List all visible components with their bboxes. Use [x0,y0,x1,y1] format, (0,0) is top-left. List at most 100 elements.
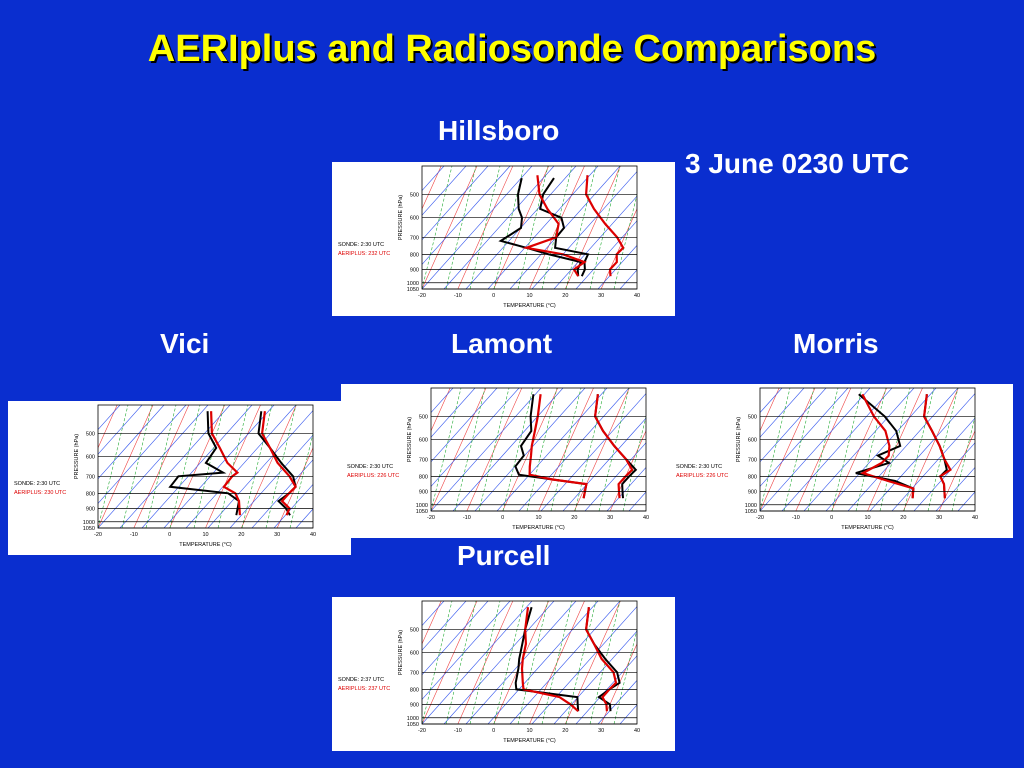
mixing-ratio-line [589,601,621,724]
mixing-ratio-line [431,388,462,511]
series-aeri-T [922,394,952,499]
mixing-ratio-line [638,601,668,724]
isotherm-line [529,601,585,724]
adiabat-line [518,388,630,511]
x-tick-label: 30 [598,293,604,299]
adiabat-line [597,679,637,724]
isotherm-line [332,166,370,289]
series-sonde-Td [168,411,241,516]
isotherm-line [670,388,708,511]
series-aeri-Td [528,394,588,499]
isotherm-line [341,388,343,511]
x-tick-label: 20 [562,293,568,299]
mixing-ratio-line [951,415,975,511]
adiabat-line [452,388,564,511]
skewt-panel-vici: 500 600 700 800 900 1000 1050 -20 -10 0 10 20 30 40 TE… [8,401,351,555]
adiabat-line [760,388,783,414]
plot-frame [421,600,638,725]
adiabat-line [422,166,423,167]
adiabat-line [935,466,975,511]
x-tick-label: 40 [643,515,649,521]
adiabat-line [422,166,445,192]
mixing-ratio-line [903,388,935,511]
mixing-ratio-line [976,388,1006,511]
mixing-ratio-line [517,601,549,724]
mixing-ratio-line [454,388,486,511]
adiabat-line [670,388,738,511]
x-tick-label: -20 [427,515,435,521]
isotherm-line [205,405,261,528]
y-tick-label: 500 [410,627,419,633]
legend-aeriplus: AERIPLUS: 226 UTC [676,473,728,479]
isotherm-line [795,388,852,511]
x-tick-label: -10 [130,532,138,538]
adiabat-line [251,459,313,528]
x-tick-label: 0 [492,293,495,299]
x-tick-label: 0 [168,532,171,538]
mixing-ratio-line [879,388,911,511]
mixing-ratio-line [807,388,839,511]
mixing-ratio-line [574,388,606,511]
slide-title: AERIplus and Radiosonde Comparisons [147,28,877,70]
adiabat-line [422,601,445,627]
adiabat-line [98,405,209,528]
mixing-ratio-line [855,388,887,511]
y-tick-label: 900 [748,489,757,495]
isotherm-line [422,166,442,210]
legend-aeriplus: AERIPLUS: 230 UTC [14,490,66,496]
x-axis-label: TEMPERATURE (°C) [841,525,894,531]
mixing-ratio-line [589,166,621,289]
isotherm-line [867,388,923,511]
adiabat-line [443,601,555,724]
adiabat-line [487,166,599,289]
mixing-ratio-line [502,388,534,511]
y-tick-label: 900 [86,506,95,512]
series-aeri-Td [520,607,579,713]
plot-frame [421,165,638,290]
mixing-ratio-line [493,601,525,724]
x-tick-label: 0 [830,515,833,521]
mixing-ratio-line [783,388,815,511]
mixing-ratio-line [831,388,863,511]
mixing-ratio-line [445,601,477,724]
plot-area [332,166,675,289]
isotherm-line [938,430,975,511]
adiabat-line [422,166,533,289]
mixing-ratio-line [613,628,637,724]
mixing-ratio-line [445,166,477,289]
mixing-ratio-line [478,388,510,511]
x-tick-label: 0 [501,515,504,521]
adiabat-line [185,405,297,528]
x-tick-label: 40 [634,728,640,734]
series-aeri-T [260,411,297,516]
isotherm-line [574,388,630,511]
x-tick-label: -10 [454,293,462,299]
adiabat-line [891,417,975,511]
y-tick-label: 700 [410,670,419,676]
adiabat-line [431,388,432,389]
x-tick-label: 20 [238,532,244,538]
y-tick-label: 700 [419,457,428,463]
adiabat-line [207,410,313,528]
series-aeri-T [584,607,618,712]
isotherm-line [673,166,675,289]
isotherm-line [760,388,816,511]
station-label-purcell: Purcell [457,540,551,571]
series-sonde-Td [514,606,580,712]
adiabat-line [957,491,975,511]
isotherm-line [636,723,637,724]
isotherm-line [422,601,442,645]
adiabat-line [98,405,187,504]
skewt-panel-morris: 500 600 700 800 900 1000 1050 -20 -10 0 10 20 30 40 TE… [670,384,1013,538]
mixing-ratio-line [927,388,959,511]
mixing-ratio-line [241,405,273,528]
mixing-ratio-line [469,166,501,289]
x-tick-label: 20 [571,515,577,521]
x-tick-label: 40 [310,532,316,538]
y-tick-label: 1000 [407,281,419,287]
mixing-ratio-line [265,405,297,528]
mixing-ratio-line [517,166,549,289]
adiabat-line [431,388,542,511]
isotherm-line [538,388,594,511]
